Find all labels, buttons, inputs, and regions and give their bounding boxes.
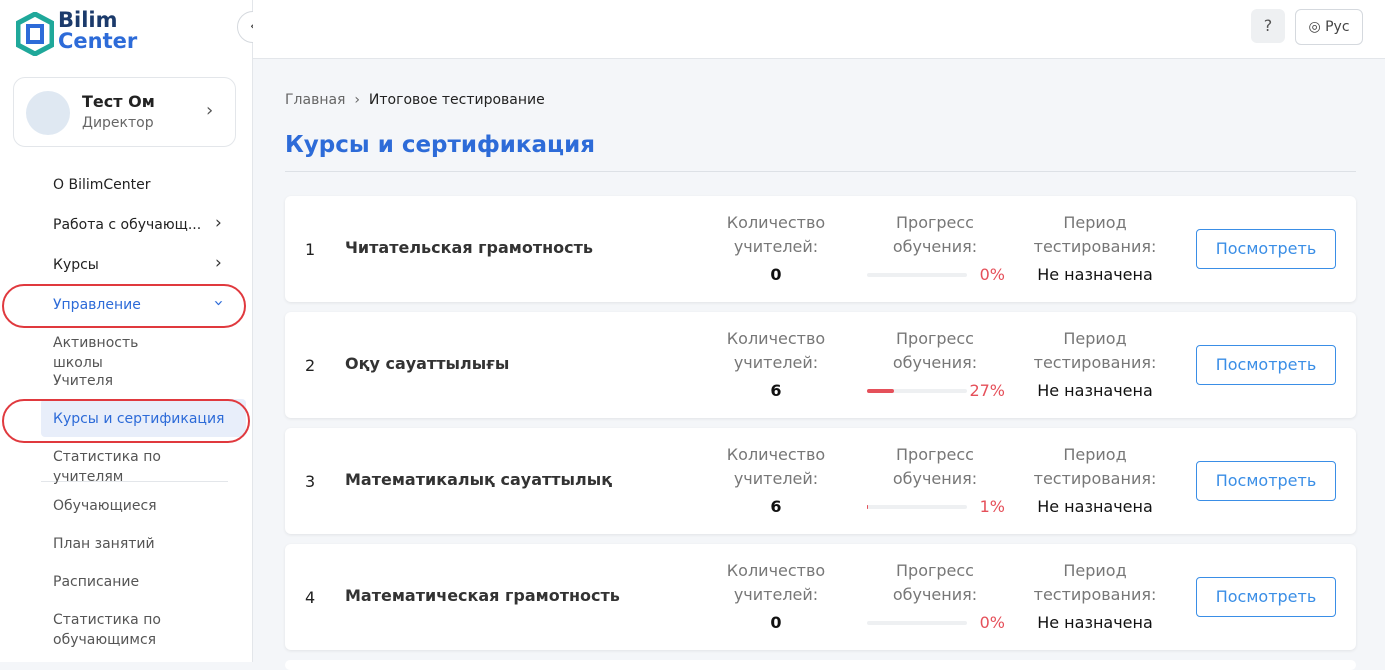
period-label: Период тестирования: [1033,561,1157,604]
view-button[interactable]: Посмотреть [1196,461,1336,501]
logo-line: Center [58,29,138,53]
chevron: › [215,213,222,233]
course-card: 1 Читательская грамотность Количество учит… [285,196,1356,302]
course-title: Математическая грамотность [345,586,620,605]
course-card: 4 Математическая грамотность Количество уч… [285,544,1356,650]
period-label: Период тестирования: [1033,445,1157,488]
logo-text: Bilim Center [58,10,137,52]
teachers-count: 6 [770,381,782,400]
period: Не назначена [1037,265,1153,284]
active-bg [41,399,246,437]
teachers-label: Количество учителей: [726,329,826,372]
period: Не назначена [1037,613,1153,632]
crumb[interactable]: Главная [285,92,346,108]
language: Рус [1325,19,1350,35]
course-card: 3 Математикалық сауаттылық Количество учит… [285,428,1356,534]
teachers-count: 0 [770,265,782,284]
progress-track [867,621,967,625]
profile-card[interactable]: Тест Ом Директор › [13,77,236,147]
progress-percent: 0% [979,265,1005,284]
highlight-ring [2,399,250,443]
avatar [26,91,70,135]
submenu-item[interactable]: План занятий [53,536,155,552]
view-button[interactable]: Посмотреть [1196,345,1336,385]
progress-track [867,505,967,509]
teachers-count: 6 [770,497,782,516]
progress-percent: 1% [979,497,1005,516]
submenu-item[interactable]: Статистика по учителям [53,449,161,485]
submenu-item[interactable]: Расписание [53,574,140,590]
menu-item[interactable]: Работа с обучающ... [53,217,202,233]
menu-item[interactable]: Управление [53,297,141,313]
course-title: Математикалық сауаттылық [345,470,613,489]
breadcrumb: Главная › Итоговое тестирование [285,92,545,108]
help-button[interactable]: ? [1251,9,1285,43]
topbar: ? ◎ Рус [253,0,1385,59]
highlight-ring [2,284,246,328]
chevron: › [206,100,214,121]
progress-track [867,273,967,277]
period: Не назначена [1037,381,1153,400]
progress-percent: 0% [979,613,1005,632]
course-number: 4 [305,588,316,607]
sidebar: Bilim Center Тест Ом Директор › О BilimCe… [0,0,253,662]
submenu-item[interactable]: Курсы и сертификация [53,411,225,427]
progress-bar [867,505,868,509]
course-number: 3 [305,472,316,491]
course-number: 1 [305,240,316,259]
logo-line: Bilim [58,8,118,32]
language-button[interactable]: ◎ Рус [1295,9,1363,45]
divider [41,481,228,482]
logo-icon [16,12,54,56]
progress-percent: 27% [969,381,1005,400]
page-title: Курсы и сертификация [285,132,595,158]
course-number: 2 [305,356,316,375]
chevron: › [208,299,229,307]
submenu-item[interactable]: Обучающиеся [53,498,157,514]
course-title: Читательская грамотность [345,238,594,257]
divider [285,171,1356,172]
progress-track [867,389,967,393]
view-button[interactable]: Посмотреть [1196,229,1336,269]
user-name: Тест Ом [82,92,155,111]
submenu-item[interactable]: Активность школы [53,335,139,371]
teachers-label: Количество учителей: [726,213,826,256]
teachers-label: Количество учителей: [726,561,826,604]
progress-bar [867,389,894,393]
submenu-item[interactable]: Учителя [53,373,114,389]
teachers-count: 0 [770,613,782,632]
user-role: Директор [82,115,154,131]
progress-label: Прогресс обучения: [892,445,978,488]
view-button[interactable]: Посмотреть [1196,577,1336,617]
progress-label: Прогресс обучения: [892,213,978,256]
period-label: Период тестирования: [1033,329,1157,372]
course-card: 2 Оқу сауаттылығы Количество учителей: 6 Про… [285,312,1356,418]
course-title: Оқу сауаттылығы [345,354,510,373]
chevron: › [215,253,222,273]
teachers-label: Количество учителей: [726,445,826,488]
period: Не назначена [1037,497,1153,516]
progress-label: Прогресс обучения: [892,561,978,604]
progress-label: Прогресс обучения: [892,329,978,372]
menu-item[interactable]: О BilimCenter [53,177,151,193]
submenu-item[interactable]: Статистика по обучающимся [53,612,161,648]
period-label: Период тестирования: [1033,213,1157,256]
crumb: Итоговое тестирование [368,92,545,108]
menu-item[interactable]: Курсы [53,257,99,273]
